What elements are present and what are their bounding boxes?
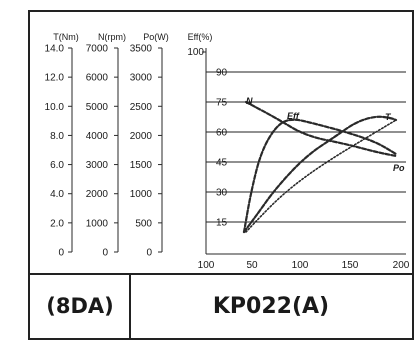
x-tick-label: 50 (246, 260, 258, 271)
series-line-eff (242, 118, 398, 234)
tick-label: 75 (216, 98, 228, 109)
series-label-n: N (246, 96, 253, 106)
tick-label: 1000 (86, 218, 109, 229)
axis-title: Eff(%) (188, 32, 213, 42)
tick-label: 10.0 (45, 102, 65, 113)
series-label-t: T (385, 112, 392, 122)
tick-label: 0 (102, 248, 108, 259)
model-cell: KP022(A) (130, 274, 412, 338)
tick-label: 12.0 (45, 73, 65, 84)
tick-label: 4.0 (50, 189, 64, 200)
tick-label: 7000 (86, 44, 109, 55)
series-line-t (245, 119, 397, 233)
tick-label: 1500 (130, 160, 153, 171)
model-label: KP022(A) (212, 293, 330, 319)
x-tick-label: 100 (292, 260, 309, 271)
tick-label: 2500 (130, 102, 153, 113)
tick-label: 2.0 (50, 218, 64, 229)
axis-title: N(rpm) (98, 32, 126, 42)
x-tick-label: 200 (393, 260, 410, 271)
tick-label: 0 (58, 248, 64, 259)
tick-label: 14.0 (45, 44, 65, 55)
tick-label: 15 (216, 218, 228, 229)
tick-label: 60 (216, 128, 228, 139)
tick-label: 500 (135, 218, 152, 229)
tick-label: 2000 (130, 131, 153, 142)
tick-label: 8.0 (50, 131, 64, 142)
tick-label: 3000 (130, 73, 153, 84)
x-tick-label: 150 (342, 260, 359, 271)
tick-label: 6000 (86, 73, 109, 84)
motor-code-label: (8DA) (46, 294, 114, 318)
tick-label: 100 (187, 47, 204, 58)
series-line-n (244, 100, 398, 158)
tick-label: 3000 (86, 160, 109, 171)
tick-label: 3500 (130, 44, 153, 55)
tick-label: 45 (216, 158, 228, 169)
tick-label: 6.0 (50, 160, 64, 171)
x-tick-label: 100 (198, 260, 215, 271)
axis-title: Po(W) (143, 32, 169, 42)
tick-label: 5000 (86, 102, 109, 113)
tick-label: 30 (216, 188, 228, 199)
series-label-po: Po (393, 163, 405, 173)
tick-label: 4000 (86, 131, 109, 142)
motor-code-cell: (8DA) (30, 274, 130, 338)
tick-label: 0 (146, 248, 152, 259)
tick-label: 2000 (86, 189, 109, 200)
axis-title: T(Nm) (53, 32, 79, 42)
tick-label: 90 (216, 68, 228, 79)
series-label-eff: Eff (287, 111, 300, 121)
tick-label: 1000 (130, 189, 153, 200)
series-line-po (242, 115, 398, 234)
chart-frame (28, 10, 414, 340)
